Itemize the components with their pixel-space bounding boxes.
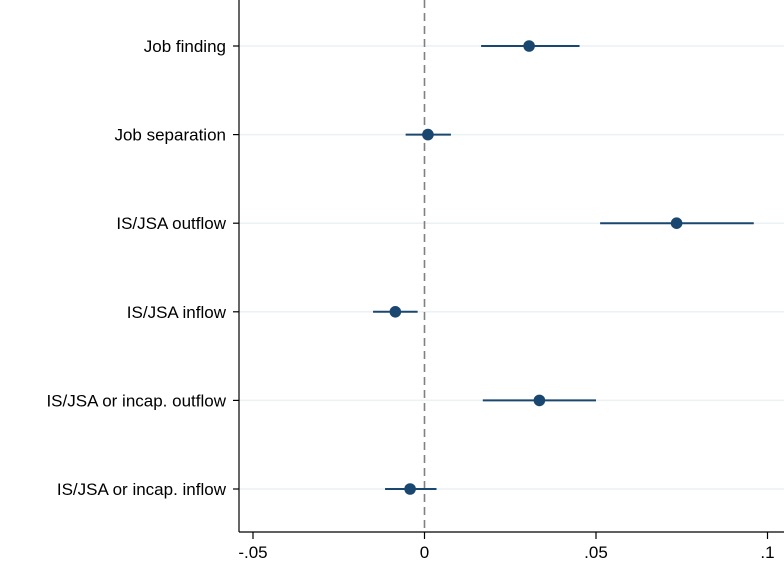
point-estimate [389,306,402,318]
point-estimate [404,483,416,495]
x-tick-label: .1 [760,543,774,562]
x-tick-label: -.05 [238,543,267,562]
y-tick-label: Job finding [144,37,226,56]
y-axis-labels: Job finding Job separation IS/JSA outflow I… [46,37,239,499]
x-tick-label: .05 [584,543,608,562]
point-estimate [533,394,546,407]
y-tick-label: IS/JSA or incap. inflow [57,480,227,499]
y-tick-label: IS/JSA outflow [116,214,226,233]
gridlines [239,45,784,490]
x-axis-ticks: -.05 0 .05 .1 [238,532,775,562]
y-tick-label: IS/JSA inflow [127,303,227,322]
x-tick-label: 0 [420,543,429,562]
point-estimate [523,40,535,52]
coefficient-marks [373,40,754,495]
point-estimate [422,128,434,141]
y-tick-label: Job separation [114,126,226,145]
y-tick-label: IS/JSA or incap. outflow [46,391,226,410]
point-estimate [670,217,683,229]
